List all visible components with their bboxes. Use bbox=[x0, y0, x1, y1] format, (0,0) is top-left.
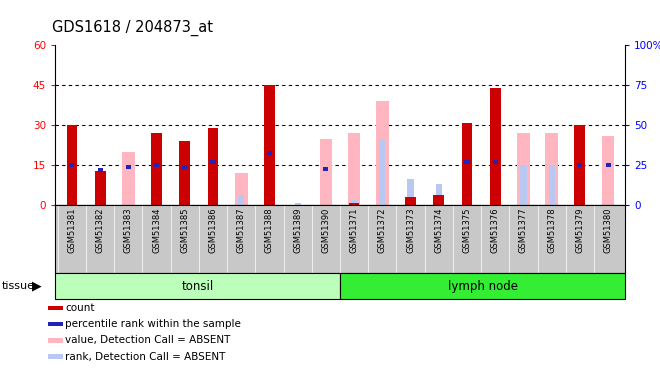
Bar bbox=[578, 164, 582, 167]
Text: GSM51384: GSM51384 bbox=[152, 207, 161, 253]
Bar bbox=[267, 151, 272, 154]
Text: tonsil: tonsil bbox=[182, 280, 214, 293]
Bar bbox=[465, 160, 469, 164]
Text: percentile rank within the sample: percentile rank within the sample bbox=[65, 320, 241, 329]
Text: GSM51381: GSM51381 bbox=[67, 207, 77, 253]
Text: value, Detection Call = ABSENT: value, Detection Call = ABSENT bbox=[65, 336, 230, 345]
Text: GSM51374: GSM51374 bbox=[434, 207, 444, 253]
Text: GSM51375: GSM51375 bbox=[463, 207, 471, 253]
Bar bbox=[48, 306, 63, 310]
Bar bbox=[348, 134, 360, 206]
Bar bbox=[548, 165, 555, 206]
Bar bbox=[405, 197, 416, 206]
Bar bbox=[55, 273, 340, 299]
Bar bbox=[461, 123, 473, 206]
Bar bbox=[48, 322, 63, 327]
Bar bbox=[545, 134, 558, 206]
Bar bbox=[436, 184, 442, 206]
Bar bbox=[605, 164, 610, 167]
Text: GSM51388: GSM51388 bbox=[265, 207, 274, 253]
Text: GSM51382: GSM51382 bbox=[96, 207, 105, 253]
Text: tissue: tissue bbox=[1, 281, 34, 291]
Bar bbox=[574, 125, 585, 206]
Text: GSM51383: GSM51383 bbox=[124, 207, 133, 253]
Text: GSM51380: GSM51380 bbox=[603, 207, 612, 253]
Bar bbox=[490, 88, 500, 206]
Text: GSM51390: GSM51390 bbox=[321, 207, 331, 253]
Bar bbox=[126, 165, 131, 169]
Bar bbox=[211, 160, 216, 164]
Text: GSM51386: GSM51386 bbox=[209, 207, 218, 253]
Bar bbox=[98, 168, 103, 172]
Bar bbox=[69, 164, 75, 167]
Bar bbox=[323, 166, 329, 171]
Bar bbox=[517, 134, 530, 206]
Bar bbox=[319, 139, 332, 206]
Text: GSM51378: GSM51378 bbox=[547, 207, 556, 253]
Bar bbox=[520, 165, 527, 206]
Bar bbox=[122, 152, 135, 206]
Bar bbox=[340, 273, 625, 299]
Bar bbox=[351, 200, 357, 206]
Bar bbox=[348, 203, 360, 206]
Text: GSM51389: GSM51389 bbox=[293, 207, 302, 253]
Text: GSM51385: GSM51385 bbox=[180, 207, 189, 253]
Bar bbox=[376, 101, 389, 206]
Bar bbox=[602, 136, 614, 206]
Text: GSM51371: GSM51371 bbox=[350, 207, 358, 253]
Text: GSM51373: GSM51373 bbox=[406, 207, 415, 253]
Text: count: count bbox=[65, 303, 94, 313]
Text: GSM51377: GSM51377 bbox=[519, 207, 528, 253]
Bar bbox=[180, 141, 190, 206]
Text: rank, Detection Call = ABSENT: rank, Detection Call = ABSENT bbox=[65, 351, 226, 361]
Text: GSM51376: GSM51376 bbox=[490, 207, 500, 253]
Bar bbox=[492, 160, 498, 164]
Bar bbox=[67, 125, 77, 206]
Bar bbox=[154, 164, 159, 167]
Text: GDS1618 / 204873_at: GDS1618 / 204873_at bbox=[51, 20, 213, 36]
Bar bbox=[407, 179, 414, 206]
Bar bbox=[379, 139, 385, 206]
Text: lymph node: lymph node bbox=[447, 280, 517, 293]
Text: GSM51379: GSM51379 bbox=[576, 207, 584, 253]
Bar bbox=[48, 338, 63, 342]
Text: GSM51372: GSM51372 bbox=[378, 207, 387, 253]
Bar bbox=[151, 134, 162, 206]
Bar bbox=[95, 171, 106, 206]
Text: GSM51387: GSM51387 bbox=[237, 207, 246, 253]
Text: ▶: ▶ bbox=[32, 280, 42, 293]
Bar bbox=[182, 165, 187, 169]
Bar bbox=[434, 195, 444, 206]
Bar bbox=[294, 203, 301, 206]
Bar bbox=[208, 128, 218, 206]
Bar bbox=[48, 354, 63, 358]
Bar bbox=[235, 173, 248, 206]
Bar bbox=[238, 195, 244, 206]
Bar bbox=[264, 86, 275, 206]
